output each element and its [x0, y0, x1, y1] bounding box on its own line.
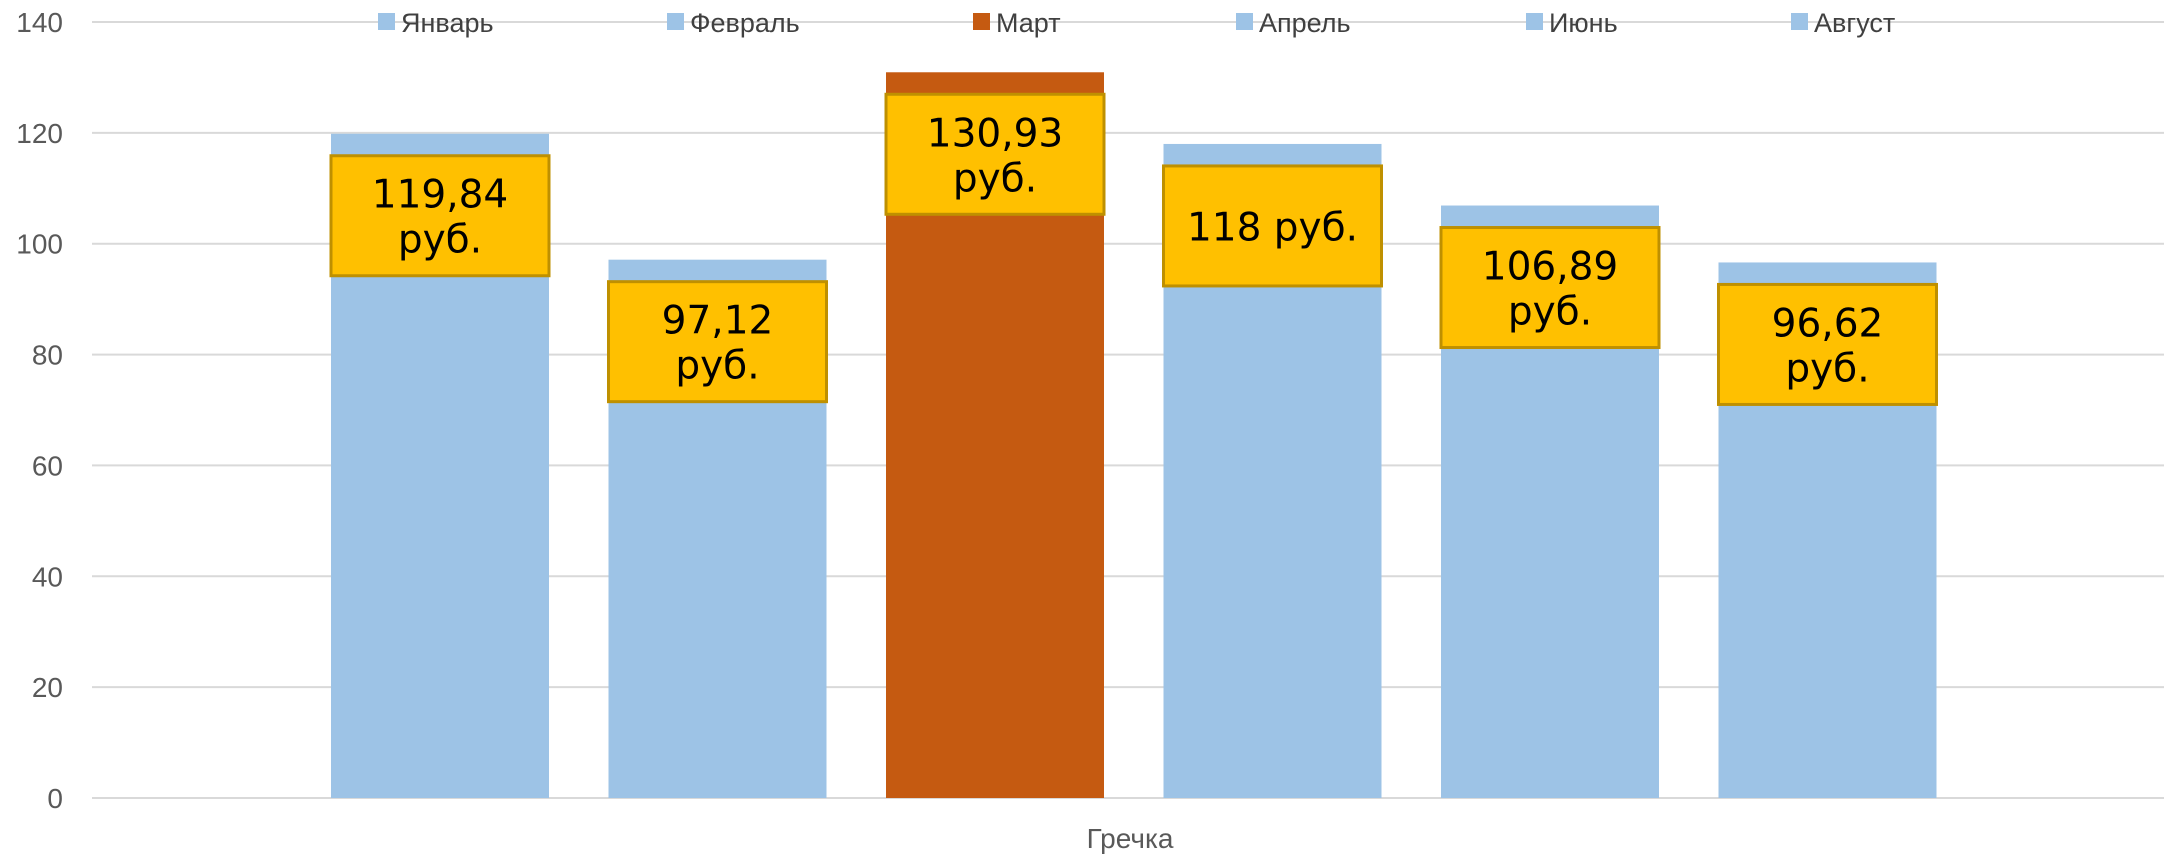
data-label-box — [1717, 282, 1938, 406]
data-label-text: руб. — [398, 218, 482, 263]
legend-swatch — [1791, 13, 1808, 30]
y-tick-label: 40 — [32, 561, 63, 592]
legend-item: Август — [1791, 8, 1895, 38]
data-label-text: 96,62 — [1772, 301, 1884, 346]
data-label-text: руб. — [1508, 290, 1592, 335]
data-label-text: 106,89 — [1482, 245, 1618, 290]
y-tick-label: 100 — [16, 229, 63, 260]
data-label-text: руб. — [675, 344, 759, 389]
legend-item: Март — [973, 8, 1061, 38]
data-label-box — [1439, 226, 1661, 350]
legend-swatch — [1236, 13, 1253, 30]
data-label-text: 119,84 — [372, 173, 508, 218]
bars — [331, 72, 1937, 799]
data-label-box — [884, 92, 1106, 216]
legend-item: Апрель — [1236, 8, 1351, 38]
data-label-box — [1162, 164, 1383, 288]
data-label-text: 97,12 — [662, 299, 774, 344]
legend: Январь Февраль Март Апрель Июнь Август — [378, 8, 1895, 38]
y-tick-label: 20 — [32, 672, 63, 703]
category-label: Гречка — [1087, 823, 1174, 854]
legend-swatch — [1526, 13, 1543, 30]
data-label-text: 130,93 — [927, 111, 1063, 156]
y-tick-label: 140 — [16, 7, 63, 38]
legend-item: Январь — [378, 8, 494, 38]
data-label-text: руб. — [953, 156, 1037, 201]
y-tick-label: 0 — [47, 783, 63, 814]
legend-label: Февраль — [690, 8, 800, 38]
legend-label: Март — [996, 8, 1061, 38]
legend-label: Август — [1814, 8, 1895, 38]
data-label-box — [607, 280, 828, 404]
data-label-box — [329, 154, 551, 278]
legend-label: Июнь — [1549, 8, 1618, 38]
y-tick-label: 80 — [32, 340, 63, 371]
y-tick-label: 120 — [16, 118, 63, 149]
data-label-text: 118 руб. — [1187, 205, 1358, 250]
data-label-text: руб. — [1785, 346, 1869, 391]
legend-swatch — [973, 13, 990, 30]
legend-item: Февраль — [667, 8, 800, 38]
data-label: 118 руб. — [1162, 164, 1383, 288]
legend-swatch — [378, 13, 395, 30]
legend-label: Апрель — [1259, 8, 1351, 38]
legend-label: Январь — [401, 8, 494, 38]
legend-item: Июнь — [1526, 8, 1618, 38]
legend-swatch — [667, 13, 684, 30]
y-axis-ticks: 0 20 40 60 80 100 120 140 — [16, 7, 63, 814]
y-tick-label: 60 — [32, 450, 63, 481]
